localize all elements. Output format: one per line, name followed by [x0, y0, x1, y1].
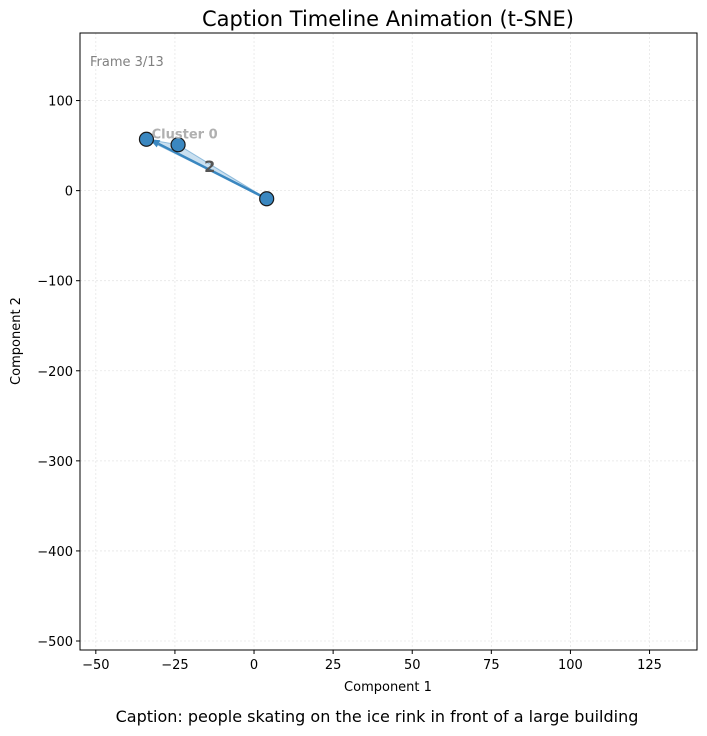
x-tick-label: −25 — [161, 658, 188, 673]
x-tick-label: 25 — [325, 658, 342, 673]
y-grid-lines — [80, 100, 697, 642]
trajectory-arrow — [157, 142, 268, 200]
y-axis-label: Component 2 — [9, 297, 24, 385]
caption-text: Caption: people skating on the ice rink … — [116, 707, 639, 726]
scatter-point — [259, 191, 275, 207]
x-axis-ticks: −50 −25 0 25 50 75 100 125 — [82, 650, 662, 673]
x-tick-label: 125 — [637, 658, 662, 673]
y-axis-ticks: −500 −400 −300 −200 −100 0 100 — [37, 95, 80, 650]
y-tick-label: 0 — [65, 185, 73, 200]
scatter-point — [170, 137, 186, 153]
scatter-points — [138, 131, 275, 207]
scatter-point — [138, 131, 155, 147]
x-tick-label: −50 — [82, 658, 109, 673]
x-tick-label: 75 — [483, 658, 500, 673]
x-tick-label: 0 — [250, 658, 258, 673]
frame-label: Frame 3/13 — [90, 55, 164, 70]
cluster-label: Cluster 0 — [152, 127, 218, 142]
chart-title: Caption Timeline Animation (t-SNE) — [202, 7, 574, 31]
x-tick-label: 100 — [558, 658, 583, 673]
y-tick-label: −500 — [37, 635, 73, 650]
plot-frame — [79, 32, 698, 651]
y-tick-label: −100 — [37, 275, 73, 290]
y-tick-label: −300 — [37, 455, 73, 470]
x-tick-label: 50 — [404, 658, 421, 673]
y-tick-label: −200 — [37, 365, 73, 380]
step-label: 2 — [204, 157, 215, 176]
y-tick-label: −400 — [37, 545, 73, 560]
x-grid-lines — [95, 33, 650, 650]
y-tick-label: 100 — [48, 95, 73, 110]
x-axis-label: Component 1 — [344, 680, 432, 695]
